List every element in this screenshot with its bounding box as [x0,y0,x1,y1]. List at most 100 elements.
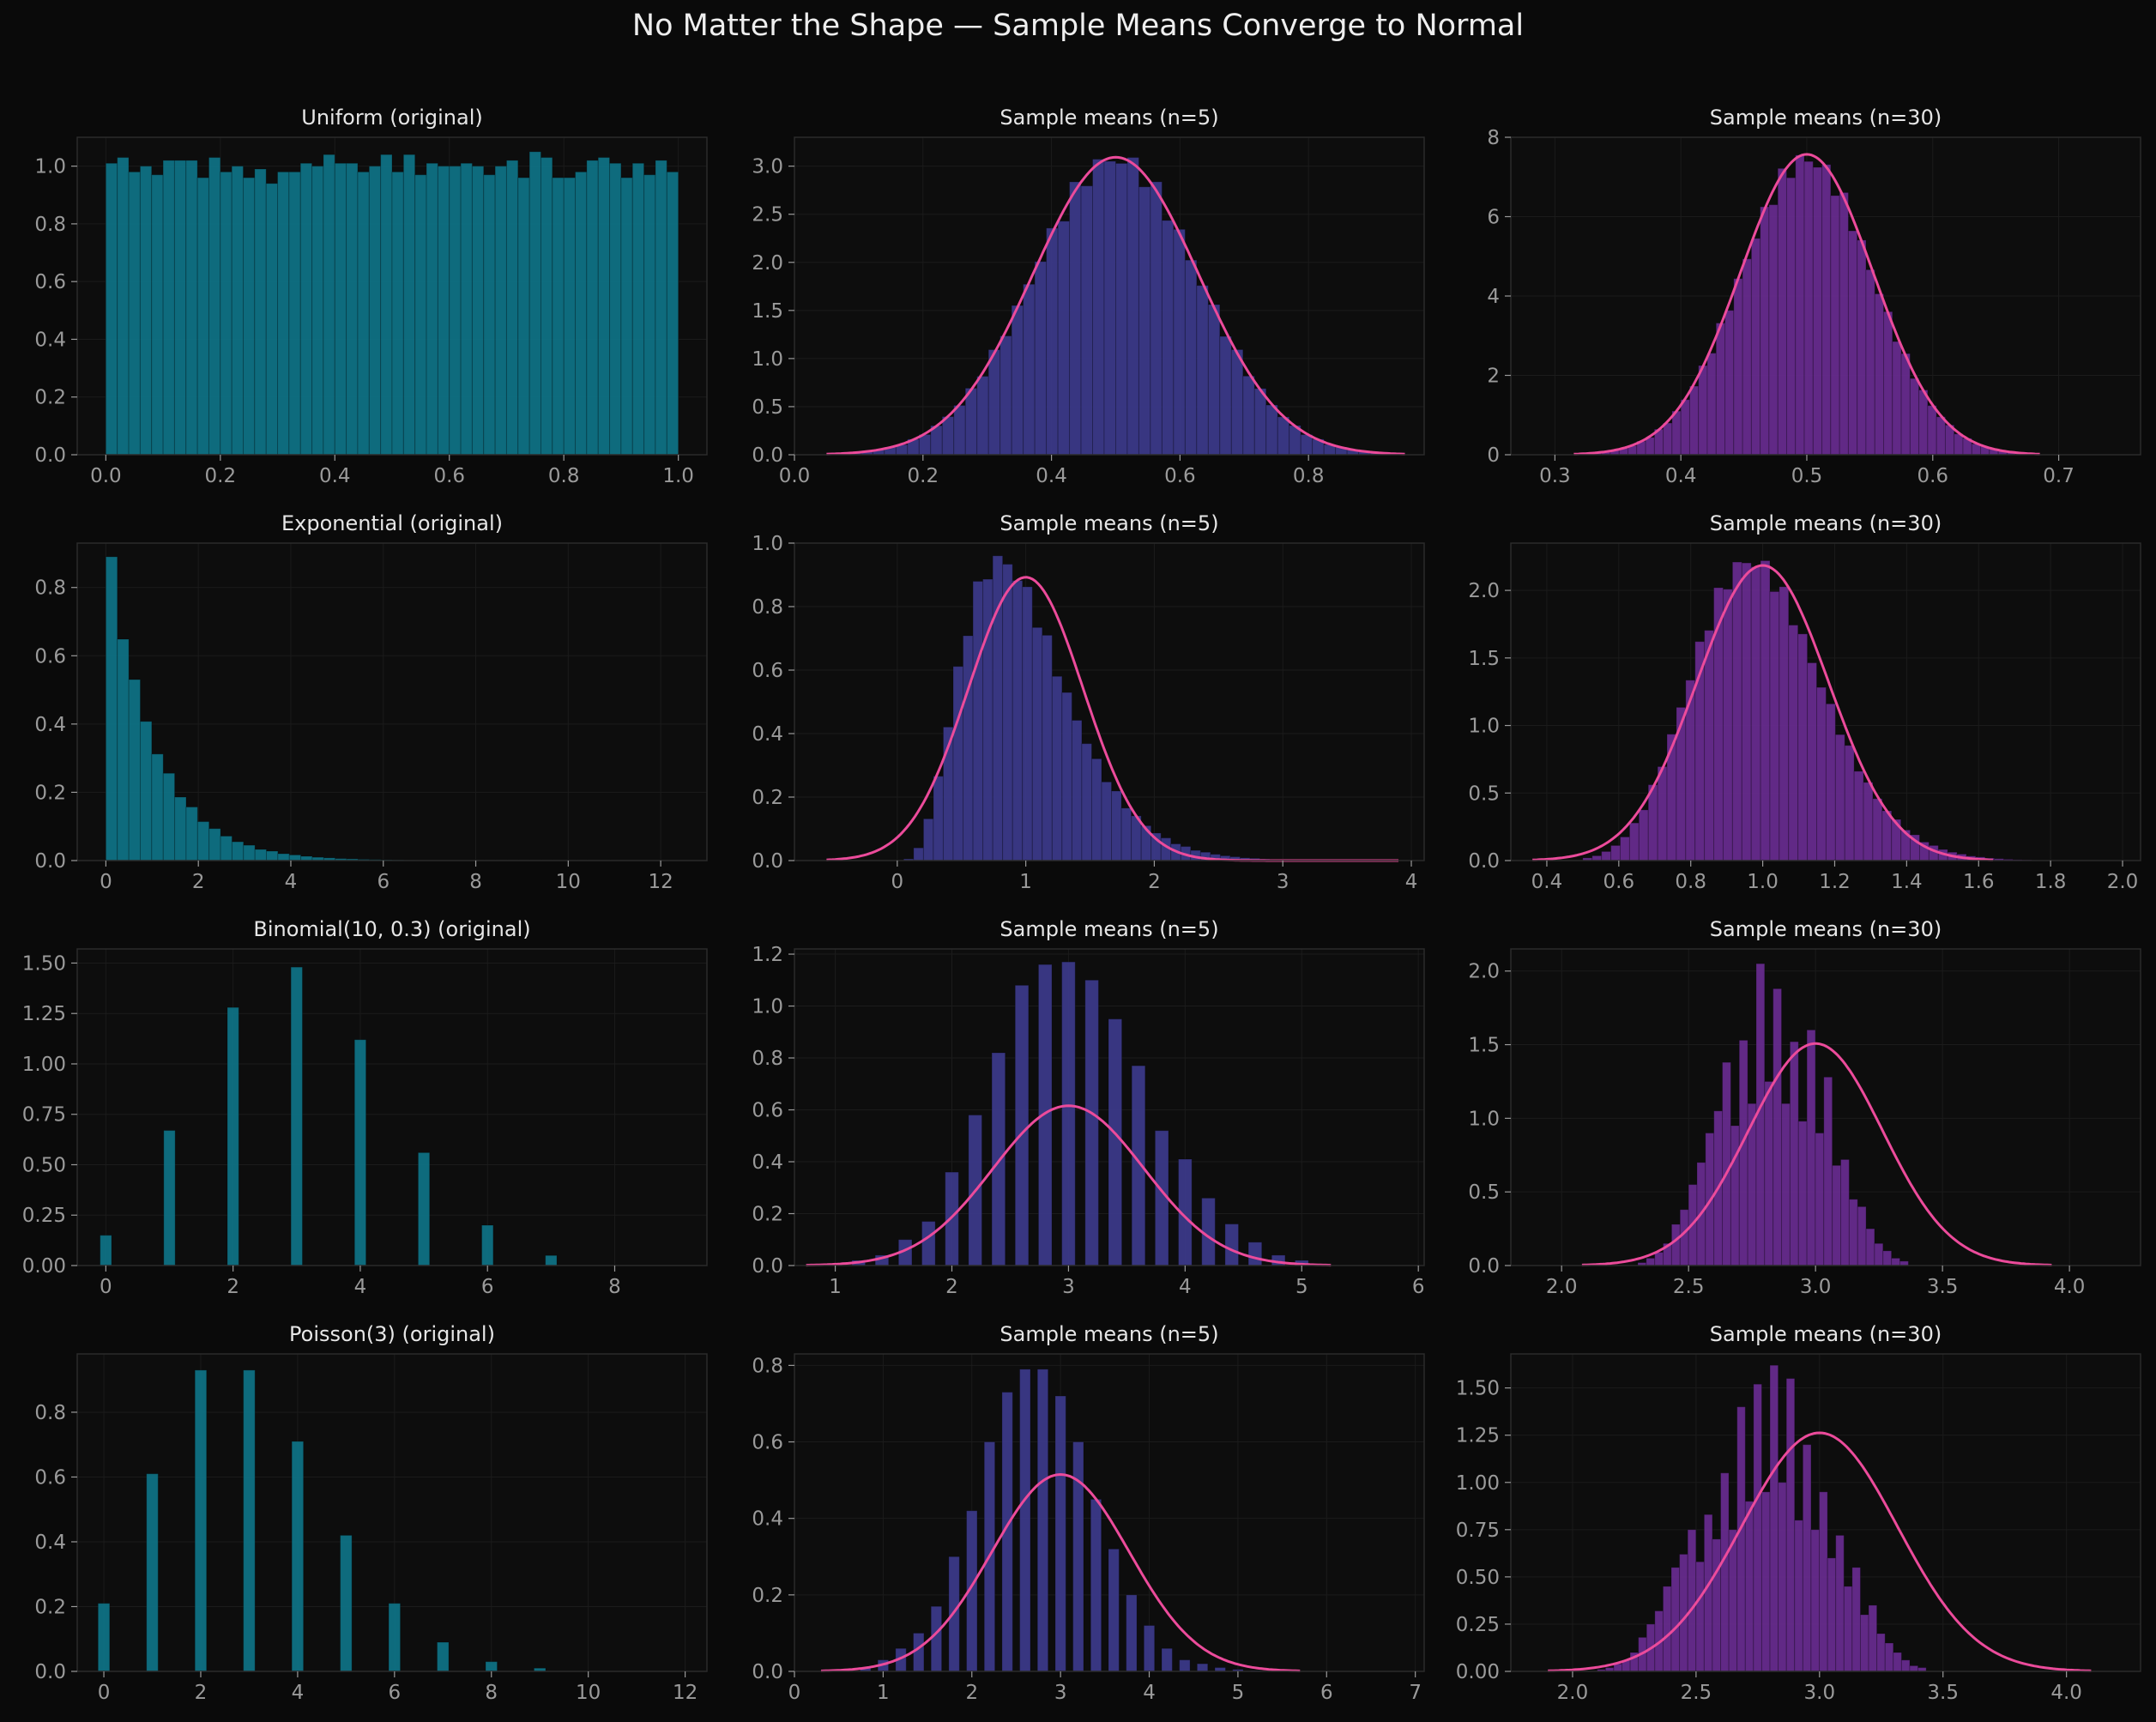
histogram-bar [1794,1520,1803,1672]
histogram-bar [1789,1041,1799,1266]
histogram-bar [655,160,667,456]
histogram-bar [1051,675,1063,861]
histogram-bar [597,157,611,456]
y-tick-label: 2.0 [1468,580,1500,602]
y-tick-label: 1.00 [1456,1472,1500,1495]
histogram-bar [1061,961,1076,1266]
histogram-bar [1741,562,1752,861]
histogram-bar [1839,191,1849,456]
histogram-bar [1853,770,1864,861]
histogram-bar [288,854,302,861]
histogram-bar [1647,784,1658,861]
histogram-bar [1881,810,1893,861]
histogram-bar [1069,181,1082,456]
y-tick-label: 0.2 [752,787,783,809]
histogram-bar [243,1369,256,1672]
histogram-bar [1108,1018,1123,1266]
x-tick-label: 0.4 [1531,871,1563,893]
histogram-bar [196,177,209,456]
x-tick-label: 2 [965,1682,978,1704]
x-tick-label: 1 [1019,871,1032,893]
histogram-bar [105,556,118,861]
y-tick-label: 0.4 [34,329,66,351]
x-tick-label: 3.5 [1927,1682,1959,1704]
x-tick-label: 5 [1232,1682,1245,1704]
y-tick-label: 0.00 [22,1255,66,1278]
subplot-5: 0 1 2 3 4 0.0 0.2 0.4 0.6 0.8 1.0 Sample means (n=5… [752,511,1425,893]
histogram-bar [586,160,599,456]
histogram-bar [226,1006,239,1266]
histogram-bar [1090,1498,1102,1672]
histogram-bar [1834,734,1845,861]
subplot-title: Sample means (n=30) [1710,106,1942,130]
histogram-bar [1819,1491,1828,1672]
histogram-bar [913,1632,925,1672]
x-tick-label: 4 [1179,1276,1192,1298]
y-tick-label: 0.4 [752,1508,783,1531]
histogram-bar [941,416,955,456]
histogram-bar [139,166,153,456]
normal-pdf-curve [1548,1431,2092,1672]
histogram-bar [1954,433,1964,456]
histogram-bar [243,177,256,456]
axes-frame [794,1353,1425,1672]
histogram-bar [1797,1121,1808,1266]
histogram-bar [1742,258,1752,456]
x-tick-label: 0.0 [779,465,811,487]
histogram-bar [414,174,427,456]
histogram-bar [1909,378,1920,456]
histogram-bar [1753,1383,1762,1672]
y-tick-label: 0.8 [752,1355,783,1377]
histogram-bar [921,1221,936,1266]
x-tick-label: 1.4 [1891,871,1923,893]
histogram-bar [1927,405,1937,456]
x-tick-label: 1.0 [662,465,694,487]
x-tick-label: 0.8 [1293,465,1325,487]
x-tick-label: 0.4 [1036,465,1067,487]
axes-frame [1510,1353,2141,1672]
y-tick-label: 3.0 [752,156,783,178]
histogram-bar [151,174,164,456]
histogram-bar [1688,385,1700,456]
axes-background [77,949,707,1266]
histogram-bar [620,177,633,456]
y-tick-label: 2.5 [752,204,783,227]
x-tick-label: 3 [1062,1276,1075,1298]
y-tick-label: 0.0 [1468,850,1500,873]
histogram-bar [1695,1561,1705,1672]
x-tick-label: 0.6 [1917,465,1948,487]
x-tick-label: 0.0 [90,465,122,487]
histogram-bar [481,1224,494,1266]
histogram-bar [933,776,944,861]
y-tick-label: 0.2 [34,387,66,409]
subplot-title: Poisson(3) (original) [289,1322,495,1346]
histogram-bar [1196,1663,1209,1672]
x-tick-label: 0 [98,1682,111,1704]
histogram-bar [1645,437,1655,456]
histogram-bar [1760,559,1771,861]
x-tick-label: 4 [285,871,298,893]
y-tick-label: 8 [1487,127,1500,149]
subplot-1: 0.0 0.2 0.4 0.6 0.8 1.0 0.0 0.2 0.4 0.6 0.8 1.0 Unif… [34,106,708,487]
y-tick-label: 0.25 [22,1205,66,1227]
histogram-bar [1844,745,1855,861]
x-tick-label: 0.2 [908,465,939,487]
histogram-bar [666,171,679,456]
histogram-bar [964,387,978,456]
histogram-bar [117,638,130,861]
histogram-bar [1816,686,1827,861]
histogram-bar [1803,160,1814,456]
x-tick-label: 5 [1295,1276,1308,1298]
y-tick-label: 0.5 [752,396,783,419]
histogram-bar [1022,586,1033,861]
histogram-bar [174,796,187,861]
histogram-bar [930,1605,943,1672]
histogram-bar [1224,1224,1240,1266]
y-tick-label: 0.0 [752,1255,783,1278]
histogram-bar [1657,765,1668,861]
histogram-bar [1663,422,1673,456]
histogram-bar [1891,1257,1901,1266]
y-tick-label: 0.5 [1468,1181,1500,1204]
x-tick-label: 2.0 [1557,1682,1589,1704]
axes-frame [76,948,708,1266]
